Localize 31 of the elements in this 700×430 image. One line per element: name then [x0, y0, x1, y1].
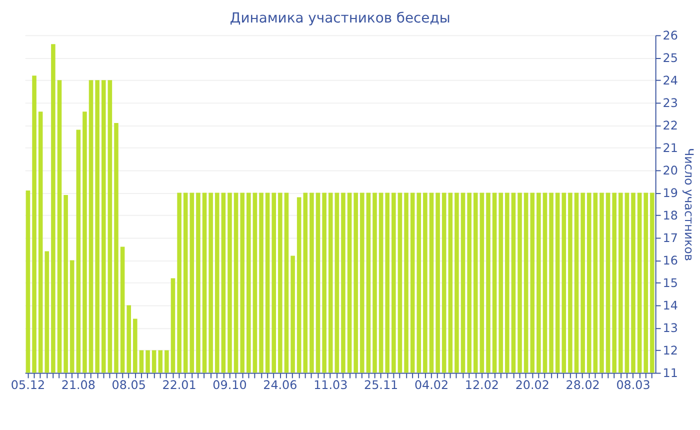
x-tick-label: 08.03 [616, 378, 650, 392]
y-tick-label: 21 [662, 141, 678, 156]
x-tick-label: 12.02 [464, 378, 499, 392]
y-tick-label: 19 [662, 186, 678, 200]
y-tick-label: 22 [662, 118, 678, 133]
y-tick-label: 14 [662, 298, 678, 313]
y-tick-label: 15 [662, 276, 678, 290]
x-tick-label: 05.12 [10, 378, 46, 392]
chart-title: Динамика участников беседы [230, 10, 450, 26]
x-tick-label: 28.02 [566, 378, 600, 392]
x-tick-label: 11.03 [314, 378, 348, 392]
x-tick-label: 20.02 [515, 378, 550, 392]
x-tick-label: 24.06 [263, 378, 298, 392]
y-tick-label: 20 [662, 164, 678, 178]
x-tick-label: 04.02 [414, 378, 449, 392]
y-tick-label: 23 [662, 96, 678, 110]
y-tick-label: 13 [662, 321, 678, 336]
y-tick-label: 24 [662, 74, 678, 88]
y-axis-title: Число участников [682, 148, 696, 261]
x-tick-label: 09.10 [212, 378, 247, 392]
y-tick-label: 12 [662, 344, 678, 358]
y-tick-label: 16 [662, 254, 678, 268]
y-tick-label: 26 [662, 28, 678, 43]
x-tick-label: 08.05 [112, 378, 146, 392]
y-tick-label: 11 [662, 366, 678, 380]
y-tick-label: 17 [662, 231, 678, 246]
y-tick-label: 18 [662, 208, 678, 223]
x-tick-label: 22.01 [162, 378, 196, 392]
y-tick-label: 25 [662, 51, 678, 66]
x-tick-label: 21.08 [61, 378, 96, 392]
x-tick-label: 25.11 [364, 378, 398, 392]
